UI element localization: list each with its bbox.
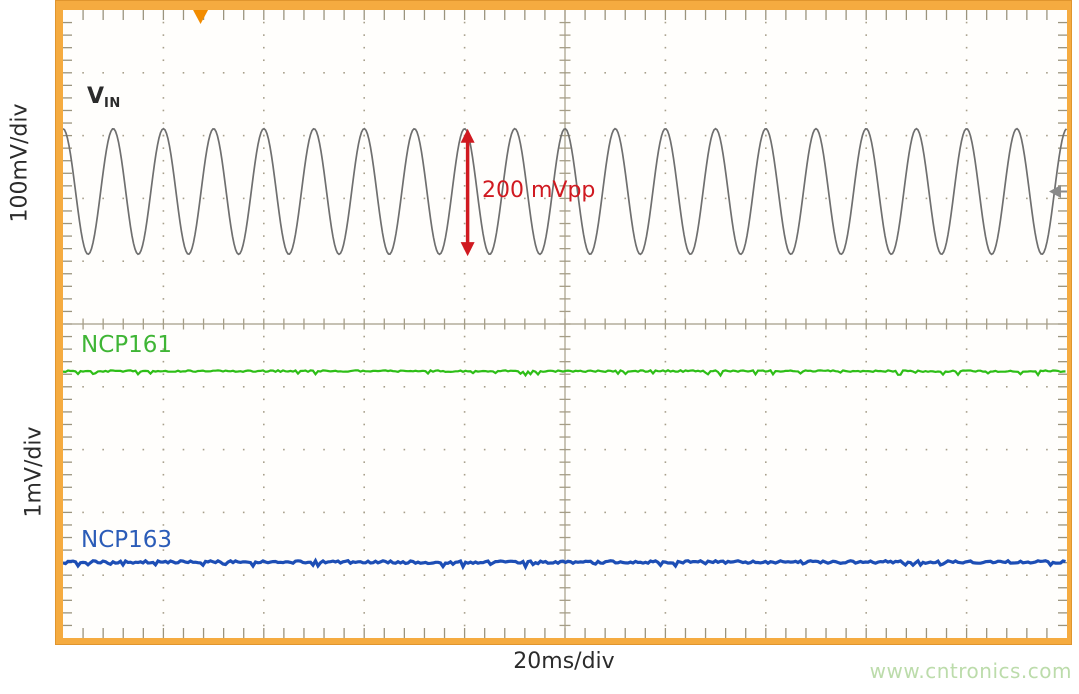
ncp163-trace [63, 557, 1066, 571]
ncp161-trace [63, 368, 1066, 378]
vin-trace-label: VIN [87, 84, 121, 111]
vpp-measurement-arrow [460, 128, 475, 257]
x-axis-label: 20ms/div [513, 649, 615, 674]
channel-reference-arrow-icon [1049, 184, 1067, 198]
graticule [63, 10, 1067, 638]
vpp-annotation-label: 200 mVpp [482, 178, 596, 203]
scope-plot-area: VIN NCP161 NCP163 200 mVpp [63, 10, 1067, 638]
vin-label-main: V [87, 84, 105, 109]
y-axis-label-top: 100mV/div [7, 103, 33, 223]
trigger-marker-icon [193, 10, 209, 24]
y-axis-label-bottom: 1mV/div [21, 426, 47, 518]
vin-label-subscript: IN [104, 96, 121, 111]
ncp163-trace-label: NCP163 [81, 527, 173, 553]
scope-frame: VIN NCP161 NCP163 200 mVpp [55, 0, 1072, 645]
watermark: www.cntronics.com [869, 659, 1072, 683]
vin-trace [63, 127, 1067, 256]
ncp161-trace-label: NCP161 [81, 332, 173, 358]
waveform-canvas [63, 10, 1067, 638]
